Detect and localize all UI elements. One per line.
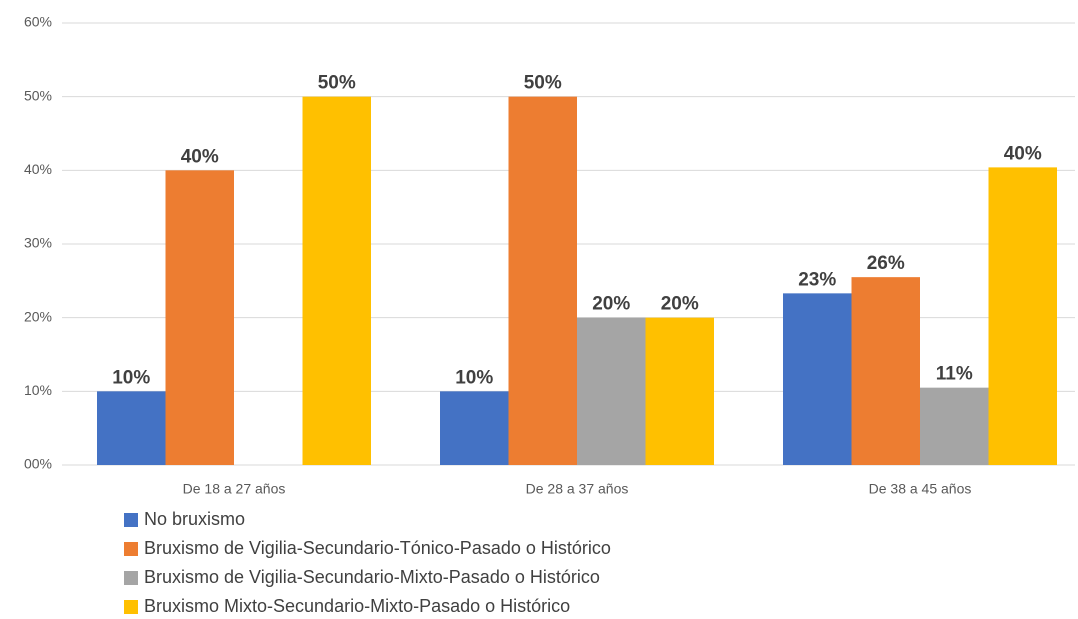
legend-swatch bbox=[124, 600, 138, 614]
x-tick-label: De 38 a 45 años bbox=[869, 481, 972, 497]
data-label: 20% bbox=[661, 294, 699, 315]
legend-swatch bbox=[124, 513, 138, 527]
data-label: 11% bbox=[936, 364, 973, 385]
bar bbox=[165, 170, 234, 466]
bar bbox=[783, 293, 852, 465]
bar bbox=[988, 167, 1057, 466]
bar bbox=[645, 317, 714, 465]
x-tick-label: De 28 a 37 años bbox=[526, 481, 629, 497]
y-tick-label: 10% bbox=[24, 382, 52, 398]
legend-swatch bbox=[124, 542, 138, 556]
data-label: 50% bbox=[318, 73, 356, 94]
y-tick-label: 50% bbox=[24, 87, 52, 103]
data-label: 10% bbox=[112, 367, 150, 388]
legend-label: Bruxismo de Vigilia-Secundario-Tónico-Pa… bbox=[144, 538, 611, 558]
data-label: 23% bbox=[798, 269, 836, 290]
data-label: 10% bbox=[455, 367, 493, 388]
bar bbox=[97, 391, 166, 465]
bar bbox=[577, 317, 646, 465]
bar bbox=[508, 96, 577, 466]
bar bbox=[851, 277, 920, 465]
data-label: 50% bbox=[524, 73, 562, 94]
data-label: 26% bbox=[867, 253, 905, 274]
y-tick-label: 20% bbox=[24, 308, 52, 324]
legend-label: Bruxismo Mixto-Secundario-Mixto-Pasado o… bbox=[144, 596, 570, 616]
data-label: 20% bbox=[592, 294, 630, 315]
legend-swatch bbox=[124, 571, 138, 585]
legend-label: No bruxismo bbox=[144, 509, 245, 529]
legend-label: Bruxismo de Vigilia-Secundario-Mixto-Pas… bbox=[144, 567, 600, 587]
x-tick-label: De 18 a 27 años bbox=[183, 481, 286, 497]
y-tick-label: 30% bbox=[24, 235, 52, 251]
data-label: 40% bbox=[1004, 143, 1042, 164]
bar bbox=[920, 387, 989, 465]
bar bbox=[440, 391, 509, 465]
y-tick-label: 00% bbox=[24, 456, 52, 472]
y-tick-label: 40% bbox=[24, 161, 52, 177]
data-label: 40% bbox=[181, 146, 219, 167]
y-tick-label: 60% bbox=[24, 14, 52, 30]
bar bbox=[302, 96, 371, 466]
